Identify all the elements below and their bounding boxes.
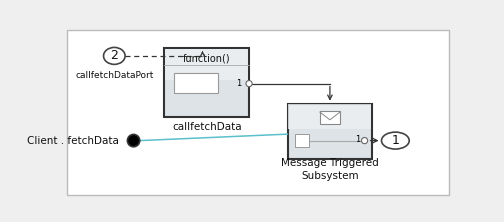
- Bar: [173, 73, 218, 93]
- Text: function(): function(): [183, 54, 230, 64]
- Circle shape: [246, 81, 252, 87]
- Text: 1: 1: [236, 79, 241, 88]
- Bar: [288, 104, 371, 129]
- Circle shape: [128, 135, 140, 147]
- Circle shape: [361, 137, 367, 144]
- Text: 2: 2: [110, 50, 118, 62]
- Text: 1: 1: [355, 135, 361, 144]
- Text: Message Triggered
Subsystem: Message Triggered Subsystem: [281, 158, 379, 181]
- Ellipse shape: [382, 132, 409, 149]
- Bar: [164, 48, 249, 117]
- Text: 1: 1: [392, 134, 399, 147]
- Bar: [320, 111, 340, 124]
- Bar: [295, 135, 309, 147]
- Text: callfetchDataPort: callfetchDataPort: [75, 71, 154, 79]
- Text: Client . fetchData: Client . fetchData: [27, 136, 119, 146]
- Bar: [165, 49, 248, 80]
- FancyBboxPatch shape: [68, 30, 449, 194]
- Text: callfetchData: callfetchData: [172, 122, 241, 132]
- Ellipse shape: [103, 48, 125, 64]
- Bar: [288, 104, 372, 159]
